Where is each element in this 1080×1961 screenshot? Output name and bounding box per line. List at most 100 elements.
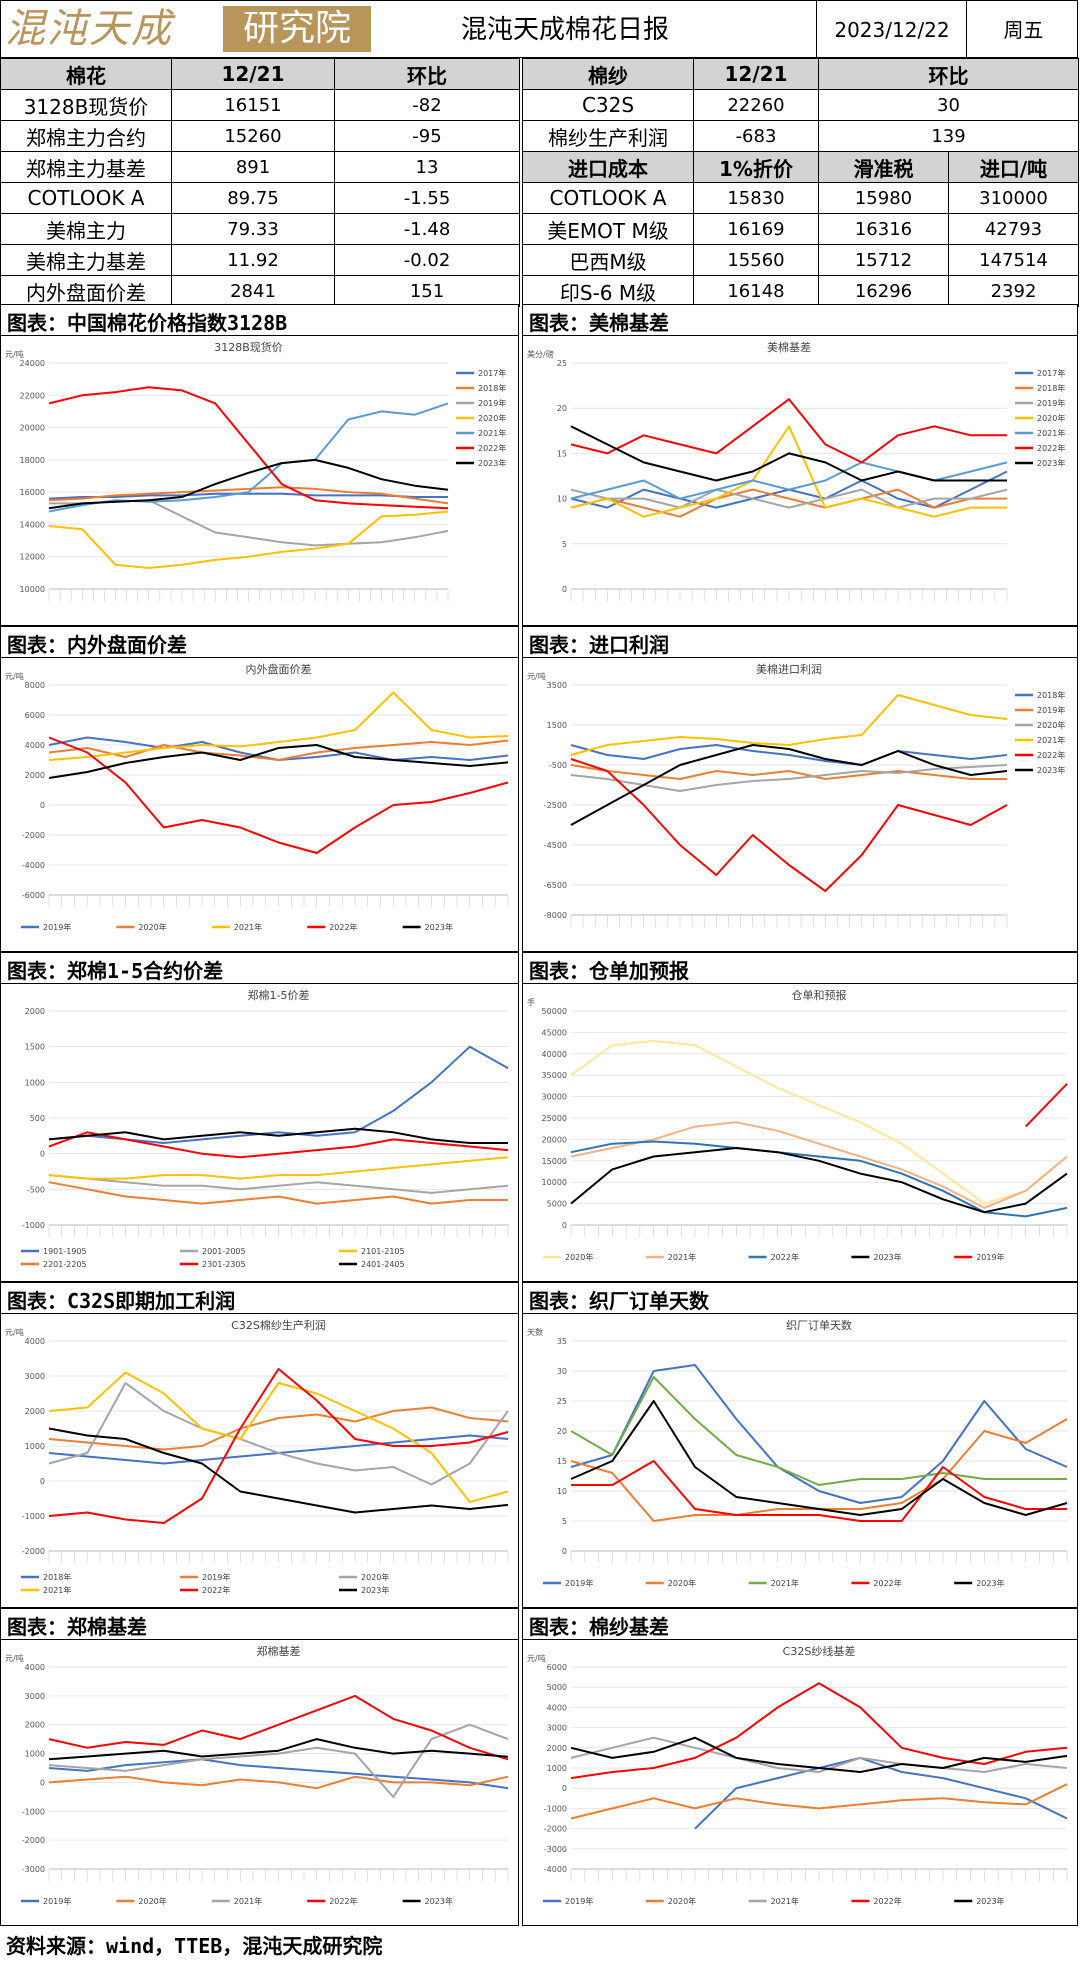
report-title: 混沌天成棉花日报 (461, 15, 670, 45)
table-cell: 30 (818, 89, 1079, 121)
chart-caption: 图表：进口利润 (529, 633, 669, 657)
chart-section: 图表：C32S即期加工利润 C32S棉纱生产利润 元/吨 -2000 -1000 0 100… (0, 1282, 519, 1608)
legend-label: 2021年 (43, 1585, 71, 1595)
y-tick-label: 1500 (547, 721, 567, 730)
y-tick-label: 40000 (542, 1050, 567, 1059)
series-line (48, 1181, 508, 1205)
logo-brand: 混沌天成 (5, 6, 173, 52)
table-row: 郑棉主力合约 15260 -95 (0, 120, 520, 152)
chart-caption: 图表：郑棉基差 (7, 1615, 147, 1639)
y-tick-label: 15 (557, 449, 567, 458)
series-line (48, 1131, 509, 1159)
legend-label: 2020年 (138, 922, 166, 932)
series-line (570, 744, 1008, 826)
legend-label: 2018年 (478, 383, 506, 393)
y-tick-label: 35 (557, 1337, 567, 1346)
series-line (48, 458, 449, 510)
y-tick-label: 15 (557, 1457, 567, 1466)
table-row: 郑棉主力基差 891 13 (0, 151, 520, 183)
y-tick-label: 1000 (25, 1078, 45, 1087)
legend-label: 2022年 (873, 1578, 901, 1588)
chart-section: 图表：进口利润 美棉进口利润 元/吨 -8000 -6500 -4500 -2500 -500… (522, 626, 1078, 952)
legend-label: 2020年 (361, 1572, 389, 1582)
legend-label: 2019年 (478, 398, 506, 408)
legend-label: 2020年 (668, 1896, 696, 1906)
table-row: 美棉主力 79.33 -1.48 (0, 213, 520, 245)
y-tick-label: -500 (27, 1185, 45, 1194)
legend-label: 2022年 (1037, 443, 1065, 453)
y-tick-label: -6500 (544, 881, 567, 890)
chart-caption: 图表：中国棉花价格指数3128B (7, 311, 288, 335)
series-line (48, 386, 449, 510)
table-row: 美棉主力基差 11.92 -0.02 (0, 244, 520, 276)
row-label: 美棉主力基差 (0, 244, 172, 276)
series-line (48, 1406, 509, 1451)
y-tick-label: 2000 (547, 1744, 567, 1753)
yarn-import-table: 棉纱 12/21 环比 C32S 22260 30 棉纱生产利润 -683 139 进口成本 1%折… (522, 58, 1079, 307)
legend-label: 2401-2405 (361, 1260, 405, 1269)
y-tick-label: -2500 (544, 801, 567, 810)
series-line (48, 1427, 509, 1514)
legend-label: 1901-1905 (43, 1247, 87, 1256)
legend-label: 2018年 (1037, 690, 1065, 700)
legend-label: 2021年 (1037, 735, 1065, 745)
y-tick-label: 2000 (25, 1007, 45, 1016)
legend-label: 2020年 (668, 1578, 696, 1588)
series-line (694, 1756, 1068, 1830)
chart-title: 织厂订单天数 (786, 1319, 852, 1332)
y-tick-label: -3000 (22, 1865, 45, 1874)
series-line (570, 1121, 1068, 1209)
y-tick-label: 14000 (20, 520, 45, 529)
series-line (48, 1694, 509, 1761)
chart-section: 图表：郑棉基差 郑棉基差 元/吨 -3000 -2000 -1000 0 1000 2000 30… (0, 1608, 519, 1926)
y-tick-label: 2000 (25, 1407, 45, 1416)
row-label: 郑棉主力合约 (0, 120, 172, 152)
legend-label: 2023年 (1037, 765, 1065, 775)
series-line (1024, 1083, 1068, 1128)
chart-section: 图表：郑棉1-5合约价差 郑棉1-5价差 -1000 -500 0 500 1000 1500… (0, 952, 519, 1282)
chart-title: 3128B现货价 (214, 340, 283, 354)
row-label: 3128B现货价 (0, 89, 172, 121)
chart-section: 图表：棉纱基差 C32S纱线基差 元/吨 -4000 -3000 -2000 -1000 0 1… (522, 1608, 1078, 1926)
legend-label: 2019年 (976, 1252, 1004, 1262)
y-tick-label: 1000 (25, 1442, 45, 1451)
series-line (570, 425, 1007, 482)
table-header-row: 棉纱 12/21 环比 (522, 58, 1079, 90)
chart-title: 美棉进口利润 (756, 662, 822, 676)
legend-label: 2023年 (425, 1896, 453, 1906)
column-header: 进口成本 (522, 151, 694, 183)
y-tick-label: 50000 (542, 1007, 567, 1016)
y-tick-label: 3000 (547, 1724, 567, 1733)
table-cell: 22260 (693, 89, 819, 121)
table-row: 印S-6 M级 16148 16296 2392 (522, 275, 1079, 307)
legend-label: 2023年 (425, 922, 453, 932)
legend-label: 2023年 (976, 1578, 1004, 1588)
legend-label: 2022年 (329, 1896, 357, 1906)
table-row: COTLOOK A 89.75 -1.55 (0, 182, 520, 214)
legend-label: 2022年 (329, 922, 357, 932)
caption-divider (523, 335, 1077, 336)
chart-caption: 图表：棉纱基差 (529, 1615, 669, 1639)
legend-label: 2018年 (1037, 383, 1065, 393)
series-line (570, 764, 1007, 780)
row-label: 棉纱生产利润 (522, 120, 694, 152)
y-tick-label: 0 (562, 1547, 567, 1556)
legend-label: 2301-2305 (202, 1260, 246, 1269)
series-line (48, 1738, 509, 1761)
table-cell: 151 (334, 275, 520, 307)
series-line (48, 1174, 509, 1194)
table-cell: -95 (334, 120, 520, 152)
series-line (570, 764, 1008, 792)
series-line (48, 1156, 509, 1180)
chart-section: 图表：中国棉花价格指数3128B 3128B现货价 元/吨 10000 12000 140… (0, 304, 519, 626)
y-tick-label: 10 (557, 495, 567, 504)
legend-label: 2023年 (478, 458, 506, 468)
row-label: 印S-6 M级 (522, 275, 694, 307)
chart-section: 图表：织厂订单天数 织厂订单天数 天数 0 5 10 15 20 25 30 35 2019年 2020… (522, 1282, 1078, 1608)
legend-label: 2020年 (565, 1252, 593, 1262)
table-cell: 89.75 (171, 182, 335, 214)
chart-title: 仓单和预报 (792, 988, 847, 1002)
